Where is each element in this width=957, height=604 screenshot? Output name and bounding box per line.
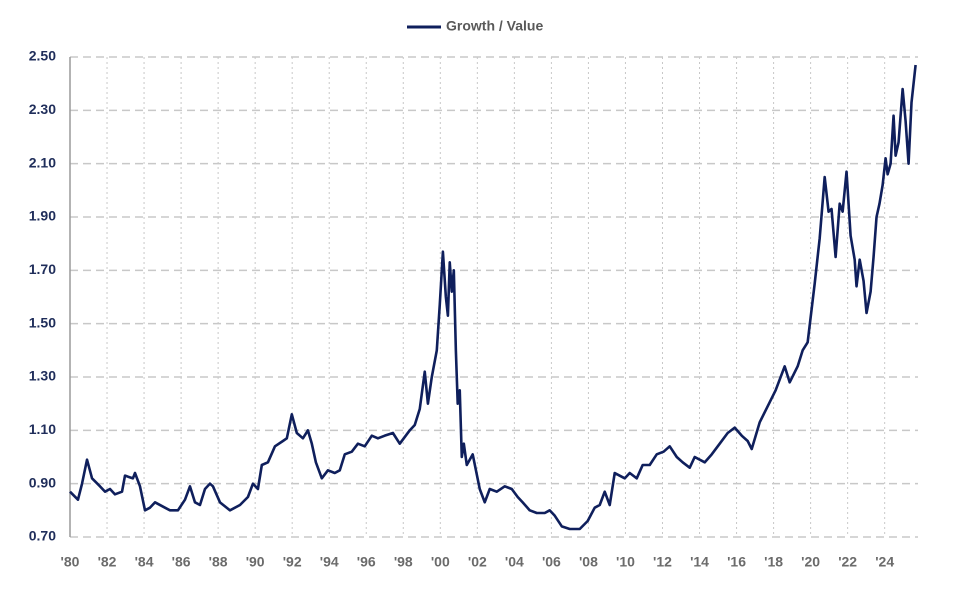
legend-label: Growth / Value [446, 18, 543, 34]
x-tick-label: '20 [801, 554, 820, 570]
y-tick-label: 2.30 [29, 101, 56, 117]
x-tick-label: '94 [320, 554, 339, 570]
x-tick-label: '08 [579, 554, 598, 570]
x-tick-label: '80 [61, 554, 80, 570]
x-tick-label: '16 [727, 554, 746, 570]
x-tick-label: '24 [875, 554, 894, 570]
x-tick-label: '22 [838, 554, 857, 570]
x-tick-label: '84 [135, 554, 154, 570]
y-tick-label: 2.50 [29, 48, 56, 64]
data-line [69, 64, 917, 531]
x-tick-label: '04 [505, 554, 524, 570]
x-tick-label: '12 [653, 554, 672, 570]
x-tick-label: '06 [542, 554, 561, 570]
x-tick-label: '00 [431, 554, 450, 570]
y-tick-label: 1.90 [29, 208, 56, 224]
x-tick-label: '96 [357, 554, 376, 570]
x-tick-label: '92 [283, 554, 302, 570]
x-tick-label: '86 [172, 554, 191, 570]
x-tick-label: '90 [246, 554, 265, 570]
x-tick-label: '10 [616, 554, 635, 570]
x-tick-label: '98 [394, 554, 413, 570]
y-tick-label: 1.10 [29, 421, 56, 437]
x-tick-label: '02 [468, 554, 487, 570]
x-tick-label: '82 [98, 554, 117, 570]
x-tick-label: '14 [690, 554, 709, 570]
y-tick-label: 1.50 [29, 314, 56, 330]
y-tick-label: 0.70 [29, 528, 56, 544]
y-tick-label: 1.70 [29, 261, 56, 277]
y-tick-label: 2.10 [29, 154, 56, 170]
x-tick-label: '88 [209, 554, 228, 570]
y-tick-label: 0.90 [29, 474, 56, 490]
y-tick-label: 1.30 [29, 368, 56, 384]
x-tick-label: '18 [764, 554, 783, 570]
